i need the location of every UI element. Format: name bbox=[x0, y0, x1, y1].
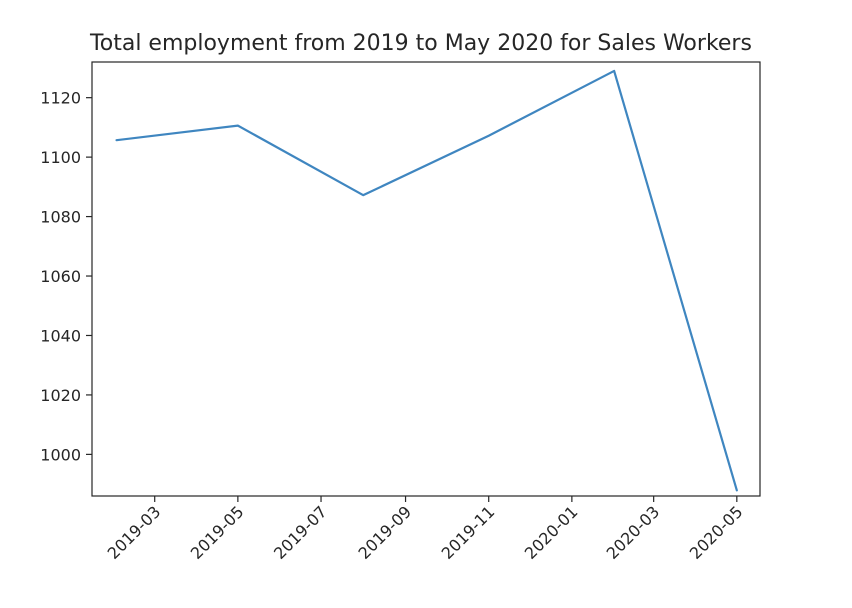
y-tick-label: 1000 bbox=[40, 445, 81, 464]
series-line-0 bbox=[115, 69, 738, 492]
x-tick-label: 2019-07 bbox=[270, 502, 331, 563]
chart-title: Total employment from 2019 to May 2020 f… bbox=[89, 31, 752, 56]
x-tick-label: 2020-03 bbox=[603, 502, 664, 563]
y-axis: 1000 1020 1040 1060 1080 1100 1120 bbox=[40, 89, 92, 464]
x-tick-label: 2019-11 bbox=[438, 502, 499, 563]
x-tick-label: 2019-05 bbox=[187, 502, 248, 563]
y-tick-label: 1100 bbox=[40, 148, 81, 167]
series-layer bbox=[115, 69, 738, 492]
x-tick-label: 2020-01 bbox=[521, 502, 582, 563]
y-tick-label: 1120 bbox=[40, 89, 81, 108]
y-tick-label: 1020 bbox=[40, 386, 81, 405]
plot-frame bbox=[91, 61, 761, 497]
x-tick-label: 2019-03 bbox=[104, 502, 165, 563]
y-tick-label: 1060 bbox=[40, 267, 81, 286]
x-axis: 2019-03 2019-05 2019-07 2019-09 2019-11 2020-… bbox=[104, 496, 747, 563]
y-tick-label: 1040 bbox=[40, 326, 81, 345]
x-tick-label: 2020-05 bbox=[686, 502, 747, 563]
x-tick-label: 2019-09 bbox=[354, 502, 415, 563]
y-tick-label: 1080 bbox=[40, 208, 81, 227]
